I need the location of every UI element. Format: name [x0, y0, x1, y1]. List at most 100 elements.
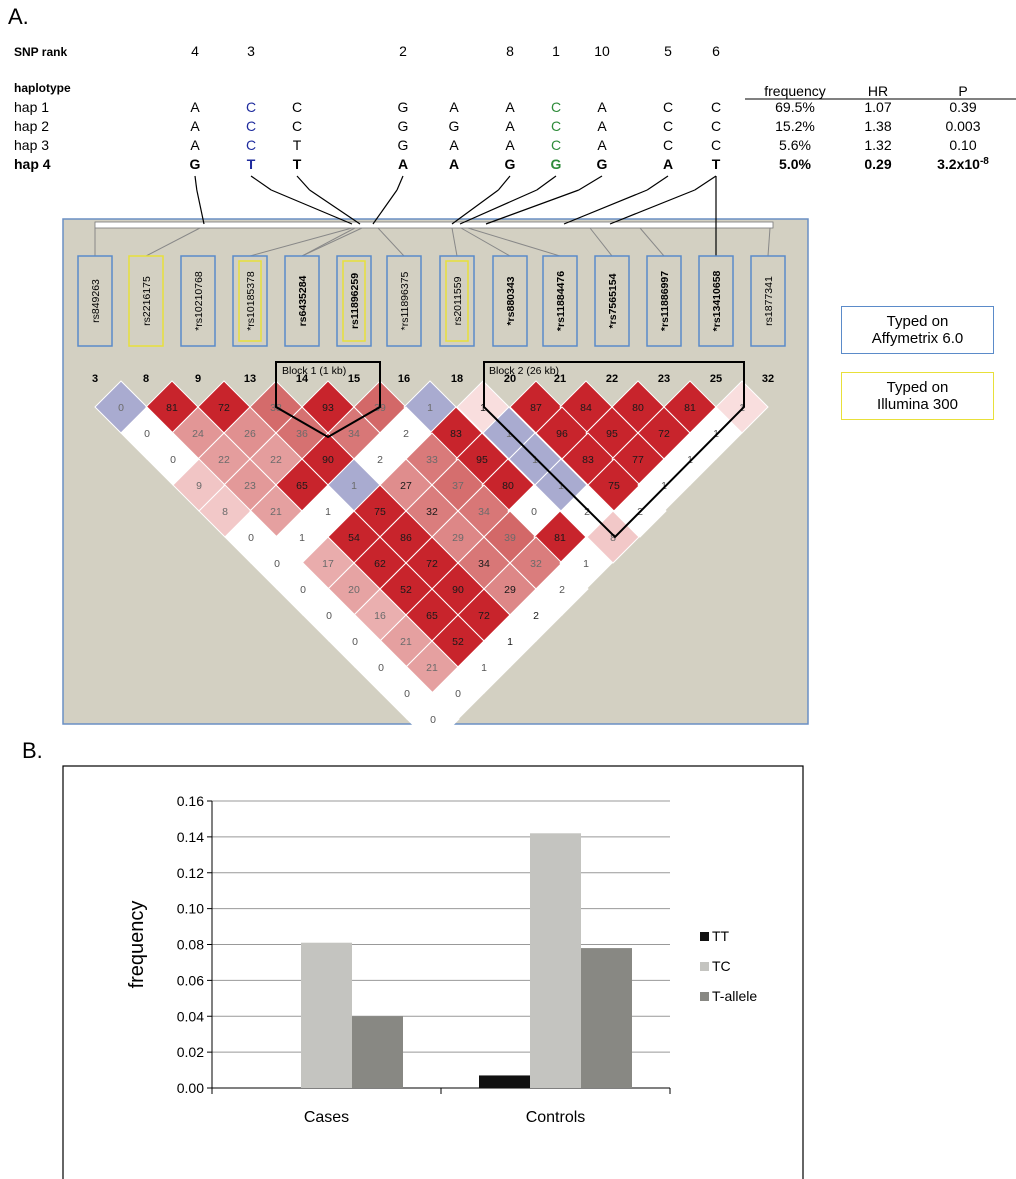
- legend-label: TT: [712, 928, 730, 944]
- ld-cell-value: 2: [559, 584, 565, 596]
- ld-cell-value: 0: [118, 402, 124, 414]
- snp-inner-box: [342, 260, 366, 342]
- snp-id-label: *rs10210768: [193, 271, 205, 331]
- legend-swatch: [700, 932, 709, 941]
- haplotype-p: 0.10: [949, 137, 976, 153]
- snp-box: [77, 255, 113, 347]
- snp-rank-value: 10: [594, 43, 610, 59]
- ld-cell-value: 0: [455, 688, 461, 700]
- haplotype-allele: A: [505, 118, 515, 134]
- haplotype-connector: [309, 189, 361, 225]
- ruler-connector: [451, 227, 458, 257]
- haplotype-name: hap 1: [14, 99, 49, 115]
- ld-cell-value: 62: [374, 558, 386, 570]
- ld-cell-value: 0: [170, 454, 176, 466]
- ld-cell-value: 8: [222, 506, 228, 518]
- snp-rank-value: 5: [664, 43, 672, 59]
- haplotype-allele: C: [551, 137, 561, 153]
- haplotype-allele: A: [597, 118, 607, 134]
- ld-cell-value: 32: [426, 506, 438, 518]
- ld-cell-value: 23: [244, 480, 256, 492]
- haplotype-hr: 0.29: [864, 156, 891, 172]
- ld-cell-value: 21: [270, 506, 282, 518]
- ld-cell: [586, 510, 640, 564]
- haplotype-p: 0.39: [949, 99, 976, 115]
- marker-number: 13: [244, 373, 256, 385]
- haplotype-connector: [194, 175, 198, 191]
- snp-id-label: rs1877341: [763, 276, 775, 326]
- ld-cell-value: 2: [403, 428, 409, 440]
- ld-cell-value: 1: [583, 558, 589, 570]
- haplotype-allele: C: [711, 118, 721, 134]
- chart-frame: [62, 765, 804, 1179]
- ld-cell-value: 83: [582, 454, 594, 466]
- ld-cell-value: 32: [530, 558, 542, 570]
- snp-box: [594, 255, 630, 347]
- table-column-header: frequency: [764, 83, 825, 99]
- table-column-header: HR: [868, 83, 888, 99]
- marker-number: 18: [451, 373, 463, 385]
- haplotype-allele: T: [247, 156, 256, 172]
- ld-cell-value: 0: [404, 688, 410, 700]
- haplotype-connector: [372, 189, 398, 225]
- snp-rank-value: 1: [552, 43, 560, 59]
- ld-cell-value: 95: [606, 428, 618, 440]
- ld-cell-value: 0: [300, 584, 306, 596]
- haplotype-allele: C: [711, 99, 721, 115]
- ld-cell-value: 0: [248, 532, 254, 544]
- ld-cell-value: 26: [244, 428, 256, 440]
- haplotype-allele: C: [292, 99, 302, 115]
- haplotype-allele: G: [551, 156, 562, 172]
- legend-swatch: [700, 992, 709, 1001]
- haplotype-hr: 1.38: [864, 118, 891, 134]
- ld-cell-value: 1: [507, 636, 513, 648]
- haplotype-allele: G: [398, 118, 409, 134]
- ld-cell-value: 24: [192, 428, 204, 440]
- ruler-connector: [467, 227, 561, 257]
- haplotype-connector: [250, 175, 272, 191]
- haplotype-allele: C: [663, 118, 673, 134]
- snp-id-label: rs2216175: [141, 276, 153, 326]
- snp-id-label: *rs13410658: [711, 270, 723, 331]
- ld-cell-value: 22: [270, 454, 282, 466]
- ld-cell-value: 0: [430, 714, 436, 726]
- haplotype-connector: [536, 175, 557, 191]
- chart-y-tick-label: 0.06: [177, 972, 204, 988]
- ld-cell-value: 95: [476, 454, 488, 466]
- haplotype-connector: [459, 189, 538, 225]
- chart-y-tick-label: 0.02: [177, 1044, 204, 1060]
- chart-bar-tc: [301, 942, 352, 1088]
- chart-y-tick-label: 0.00: [177, 1080, 204, 1096]
- chart-y-tick-label: 0.16: [177, 793, 204, 809]
- ld-cell-value: 2: [377, 454, 383, 466]
- ld-cell-value: 83: [450, 428, 462, 440]
- chart-y-tick-label: 0.14: [177, 829, 204, 845]
- ld-cell-value: 9: [196, 480, 202, 492]
- haplotype-frequency: 15.2%: [775, 118, 815, 134]
- ld-cell-value: 34: [478, 506, 490, 518]
- haplotype-label: haplotype: [14, 81, 71, 95]
- chart-y-tick-label: 0.10: [177, 901, 204, 917]
- chart-y-tick-label: 0.04: [177, 1008, 204, 1024]
- ld-cell-value: 29: [504, 584, 516, 596]
- ld-cell-value: 81: [166, 402, 178, 414]
- ld-cell-value: 1: [661, 480, 667, 492]
- ld-cell-value: 0: [352, 636, 358, 648]
- haplotype-name: hap 4: [14, 156, 51, 172]
- haplotype-connector: [396, 175, 404, 191]
- haplotype-p: 0.003: [945, 118, 980, 134]
- haplotype-hr: 1.07: [864, 99, 891, 115]
- marker-number: 15: [348, 373, 360, 385]
- haplotype-connector: [497, 175, 511, 191]
- ld-cell-value: 52: [452, 636, 464, 648]
- haplotype-name: hap 3: [14, 137, 49, 153]
- haplotype-allele: G: [505, 156, 516, 172]
- snp-id-label: *rs880343: [505, 276, 517, 325]
- legend-swatch: [700, 962, 709, 971]
- snp-box: [750, 255, 786, 347]
- marker-number: 22: [606, 373, 618, 385]
- haplotype-allele: A: [505, 137, 515, 153]
- ld-cell-value: 65: [426, 610, 438, 622]
- marker-number: 16: [398, 373, 410, 385]
- ld-cell-value: 81: [684, 402, 696, 414]
